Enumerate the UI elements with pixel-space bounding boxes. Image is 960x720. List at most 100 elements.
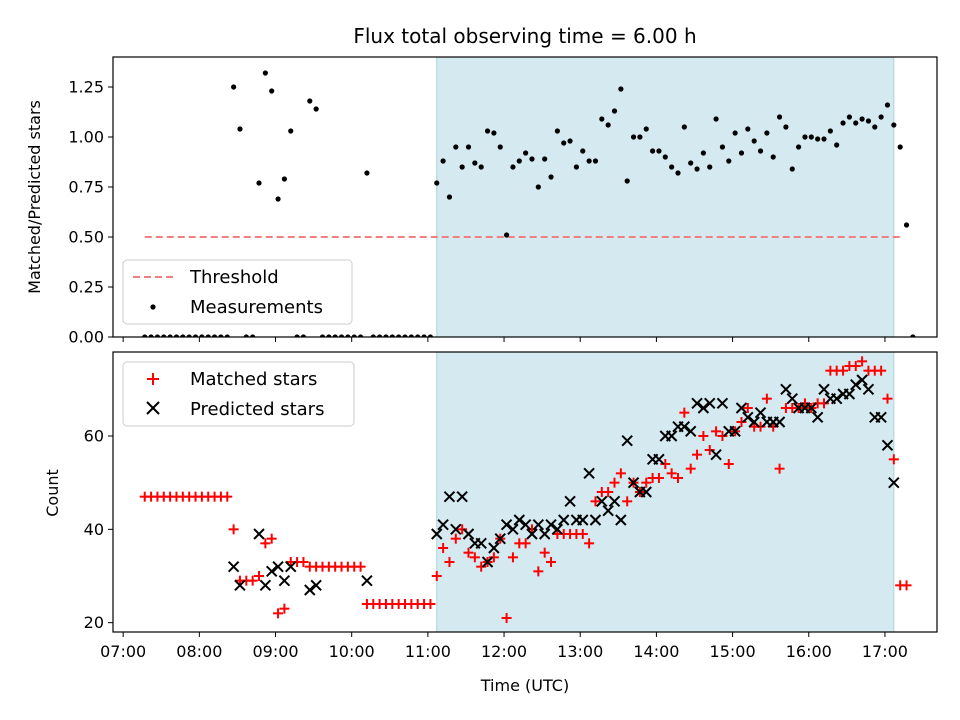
predicted-star-stroke-b	[653, 453, 665, 466]
predicted-star-point	[265, 565, 278, 578]
measurement-point	[751, 138, 757, 144]
predicted-star-stroke-b	[272, 560, 284, 573]
predicted-star-stroke-b	[678, 420, 691, 433]
predicted-star-point	[653, 453, 665, 466]
predicted-star-point	[754, 406, 767, 419]
predicted-star-point	[577, 514, 589, 526]
measurement-point	[586, 158, 592, 164]
matched-star-point	[260, 538, 271, 549]
measurement-point	[224, 334, 230, 337]
predicted-star-point	[259, 579, 272, 592]
predicted-star-point	[697, 402, 710, 414]
x-tick-label: 08:00	[176, 642, 222, 661]
top-panel: 0.00 0.25 0.50 0.75 1.00 1.25 Threshold Measure…	[68, 56, 938, 347]
measurement-point	[776, 114, 783, 120]
y-tick-label: 0.25	[68, 278, 104, 297]
predicted-star-point	[888, 476, 900, 489]
predicted-star-point	[640, 486, 652, 498]
matched-star-point	[431, 571, 442, 581]
predicted-star-point	[545, 518, 557, 531]
measurement-point	[789, 166, 795, 172]
predicted-star-point	[285, 560, 297, 573]
y-tick-label: 1.00	[68, 128, 104, 147]
predicted-star-stroke-b	[621, 434, 633, 447]
predicted-star-stroke-b	[532, 518, 545, 531]
predicted-star-stroke-b	[754, 406, 767, 419]
measurement-point	[148, 334, 154, 337]
measurement-point	[237, 126, 243, 132]
x-axis-label: Time (UTC)	[480, 676, 569, 695]
predicted-star-stroke-b	[881, 439, 894, 452]
predicted-star-stroke-b	[748, 416, 760, 428]
predicted-star-stroke-b	[538, 528, 551, 540]
matched-star-point	[279, 603, 290, 614]
predicted-star-stroke-b	[577, 514, 589, 526]
measurement-point	[675, 170, 681, 176]
predicted-star-stroke-b	[729, 425, 741, 438]
top-y-axis-label: Matched/Predicted stars	[25, 100, 44, 294]
predicted-star-point	[538, 528, 551, 540]
measurement-point	[580, 148, 586, 154]
predicted-star-stroke-b	[519, 518, 532, 531]
measurement-point	[142, 334, 148, 337]
matched-star-point	[222, 491, 233, 502]
predicted-star-point	[526, 528, 538, 540]
measurement-point	[523, 150, 529, 156]
measurement-point	[910, 334, 916, 337]
predicted-star-point	[456, 490, 468, 503]
predicted-star-point	[602, 504, 614, 517]
predicted-star-stroke-b	[856, 374, 868, 386]
measurement-point	[802, 134, 808, 140]
predicted-star-stroke-b	[875, 411, 887, 424]
matched-star-point	[653, 473, 664, 483]
matched-star-point	[450, 533, 461, 544]
predicted-star-point	[488, 542, 500, 554]
predicted-star-stroke-b	[805, 402, 818, 414]
measurement-point	[865, 118, 872, 124]
measurement-point	[173, 334, 180, 337]
predicted-star-stroke-b	[888, 476, 900, 489]
measurement-point	[459, 164, 465, 170]
measurement-point	[243, 334, 249, 337]
measurement-point	[796, 144, 802, 150]
matched-star-point	[717, 431, 728, 441]
measurement-point	[783, 124, 789, 130]
predicted-star-point	[830, 392, 843, 405]
measurement-point	[681, 124, 687, 130]
predicted-star-point	[805, 402, 818, 414]
measurement-point	[605, 122, 611, 128]
predicted-star-stroke-b	[488, 542, 500, 554]
x-tick-label: 07:00	[100, 642, 146, 661]
measurement-point	[770, 154, 776, 160]
legend-predicted-stroke-b	[146, 401, 160, 415]
predicted-star-point	[881, 439, 894, 452]
measurement-point	[269, 88, 275, 94]
measurement-point	[884, 102, 891, 108]
matched-star-point	[577, 529, 588, 539]
predicted-star-stroke-b	[475, 537, 487, 550]
predicted-star-stroke-b	[513, 514, 525, 526]
matched-star-point	[876, 365, 887, 376]
x-tick-label: 13:00	[557, 642, 603, 661]
matched-star-point	[761, 393, 772, 404]
predicted-star-stroke-b	[742, 411, 754, 424]
matched-star-point	[584, 538, 595, 549]
measurement-point	[154, 334, 161, 337]
measurement-point	[618, 86, 624, 92]
matched-star-point	[819, 398, 830, 409]
matched-star-point	[641, 477, 652, 488]
measurement-point	[180, 334, 186, 337]
legend-bottom: Matched stars Predicted stars	[122, 361, 355, 427]
x-tick-label: 16:00	[786, 642, 832, 661]
predicted-star-point	[850, 378, 862, 391]
predicted-star-stroke-b	[850, 378, 862, 391]
predicted-star-point	[843, 388, 856, 400]
measurement-point	[694, 166, 700, 172]
measurement-point	[630, 134, 637, 140]
measurement-point	[726, 158, 732, 164]
x-tick-label: 15:00	[710, 642, 756, 661]
measurement-point	[408, 334, 414, 337]
predicted-star-stroke-b	[558, 514, 570, 526]
predicted-star-stroke-b	[830, 392, 843, 405]
predicted-star-stroke-b	[361, 574, 373, 587]
